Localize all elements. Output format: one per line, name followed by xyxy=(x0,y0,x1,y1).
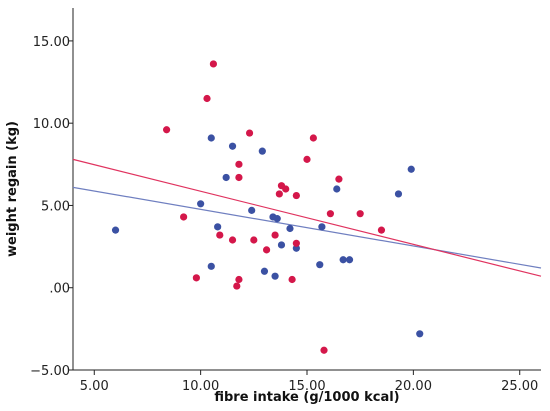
data-point-series-1 xyxy=(111,226,120,234)
data-point-series-2 xyxy=(320,346,328,354)
axes xyxy=(72,8,541,371)
x-tick-label: 5.00 xyxy=(80,379,109,394)
x-axis-title: fibre intake (g/1000 kcal) xyxy=(214,390,399,405)
data-point-series-2 xyxy=(235,275,243,284)
data-point-series-1 xyxy=(222,173,230,182)
data-point-series-2 xyxy=(180,213,188,221)
data-point-series-1 xyxy=(333,185,341,193)
data-point-series-2 xyxy=(377,226,386,234)
data-point-series-2 xyxy=(288,275,296,284)
data-point-series-2 xyxy=(203,94,211,103)
data-point-series-1 xyxy=(248,206,256,214)
data-point-series-2 xyxy=(356,210,364,218)
data-point-series-1 xyxy=(318,223,326,231)
data-points xyxy=(111,60,424,354)
x-tick-label: 20.00 xyxy=(395,379,432,394)
data-point-series-1 xyxy=(258,147,266,155)
x-tick-label: 25.00 xyxy=(501,379,538,394)
x-ticks: 5.00 10.00 15.00 20.00 25.00 xyxy=(80,370,538,394)
data-point-series-1 xyxy=(228,142,237,150)
data-point-series-2 xyxy=(192,274,200,282)
y-tick-label: 5.00 xyxy=(41,199,70,214)
data-point-series-1 xyxy=(214,223,222,231)
data-point-series-2 xyxy=(303,155,311,163)
data-point-series-2 xyxy=(235,160,243,168)
data-point-series-1 xyxy=(286,224,294,233)
data-point-series-1 xyxy=(316,261,324,269)
data-point-series-1 xyxy=(197,200,205,208)
fit-line-2 xyxy=(72,158,542,277)
data-point-series-2 xyxy=(250,236,258,244)
data-point-series-1 xyxy=(394,190,403,198)
data-point-series-2 xyxy=(228,236,237,244)
x-tick-label: 15.00 xyxy=(288,379,325,394)
fit-line-1 xyxy=(72,186,542,269)
data-point-series-2 xyxy=(335,175,343,183)
data-point-series-1 xyxy=(260,267,269,275)
data-point-series-1 xyxy=(277,241,286,249)
y-tick-label: −5.00 xyxy=(30,364,70,379)
y-axis-title: weight regain (kg) xyxy=(5,121,20,257)
y-tick-label: .00 xyxy=(49,282,70,297)
data-point-series-2 xyxy=(262,246,271,254)
data-point-series-2 xyxy=(233,282,241,290)
data-point-series-1 xyxy=(207,262,215,270)
x-tick-label: 10.00 xyxy=(182,379,219,394)
fit-lines xyxy=(72,158,542,277)
data-point-series-2 xyxy=(216,231,224,239)
data-point-series-1 xyxy=(271,272,279,280)
data-point-series-1 xyxy=(273,215,281,223)
y-tick-label: 15.00 xyxy=(33,35,70,50)
data-point-series-1 xyxy=(207,134,215,142)
y-ticks: −5.00 .00 5.00 10.00 15.00 xyxy=(30,35,73,379)
data-point-series-2 xyxy=(326,210,334,218)
data-point-series-1 xyxy=(345,256,354,264)
data-point-series-1 xyxy=(292,244,300,252)
data-point-series-2 xyxy=(209,60,217,68)
data-point-series-2 xyxy=(282,185,290,193)
data-point-series-1 xyxy=(416,330,424,338)
data-point-series-2 xyxy=(245,129,254,137)
data-point-series-2 xyxy=(292,191,300,200)
data-point-series-2 xyxy=(292,239,300,247)
data-point-series-2 xyxy=(309,134,317,142)
y-tick-label: 10.00 xyxy=(33,117,70,132)
data-point-series-1 xyxy=(407,165,415,173)
data-point-series-2 xyxy=(271,231,279,239)
data-point-series-2 xyxy=(235,173,243,182)
data-point-series-2 xyxy=(163,126,171,134)
data-point-series-1 xyxy=(339,256,347,264)
data-point-series-2 xyxy=(275,190,283,198)
